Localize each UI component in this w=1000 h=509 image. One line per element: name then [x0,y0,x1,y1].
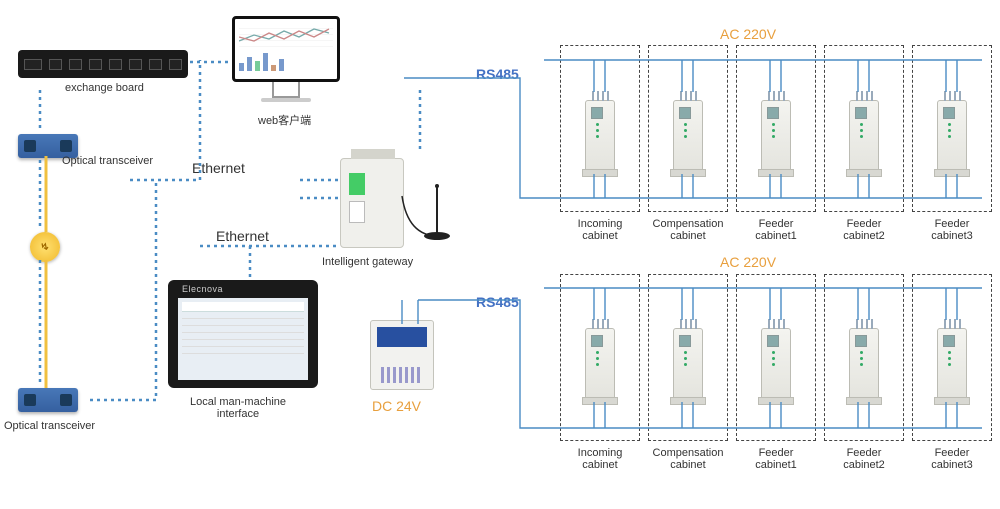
cabinet-label: Feeder cabinet1 [736,447,816,471]
ethernet-label-1: Ethernet [192,160,245,176]
cabinet-label: Incoming cabinet [560,218,640,242]
optical-transceiver-bottom-label: Optical transceiver [4,420,95,432]
sensor-device-icon [849,328,879,400]
rs485-row2-label: RS485 [476,294,519,310]
sensor-device-icon [937,100,967,172]
sensor-device-icon [761,328,791,400]
ac220v-row1-label: AC 220V [720,26,776,42]
optical-transceiver-bottom-icon [18,388,78,412]
sensor-device-icon [585,328,615,400]
io-module-icon [370,320,434,390]
ethernet-label-2: Ethernet [216,228,269,244]
sensor-device-icon [849,100,879,172]
web-client-label: web客户端 [258,112,311,128]
cabinet-label: Feeder cabinet1 [736,218,816,242]
antenna-cable-icon [398,192,442,242]
sensor-device-icon [761,100,791,172]
cabinet-label: Feeder cabinet3 [912,218,992,242]
cabinet-label: Feeder cabinet2 [824,218,904,242]
sensor-device-icon [673,100,703,172]
rs485-row1-label: RS485 [476,66,519,82]
web-client-icon [232,16,340,102]
intelligent-gateway-icon [340,158,404,248]
cabinet-label: Feeder cabinet3 [912,447,992,471]
sensor-device-icon [585,100,615,172]
optical-transceiver-top-label: Optical transceiver [62,155,153,167]
cabinet-label: Feeder cabinet2 [824,447,904,471]
sensor-device-icon [937,328,967,400]
hmi-label: Local man-machine interface [190,396,286,420]
exchange-board-icon [18,50,188,78]
ac220v-row2-label: AC 220V [720,254,776,270]
sensor-device-icon [673,328,703,400]
cabinet-label: Incoming cabinet [560,447,640,471]
intelligent-gateway-label: Intelligent gateway [322,256,413,268]
hmi-panel-icon [168,280,318,388]
cabinet-label: Compensation cabinet [648,447,728,471]
converter-icon: ↯ [26,228,64,266]
exchange-board-label: exchange board [65,82,144,94]
dc24v-label: DC 24V [372,398,421,414]
cabinet-label: Compensation cabinet [648,218,728,242]
